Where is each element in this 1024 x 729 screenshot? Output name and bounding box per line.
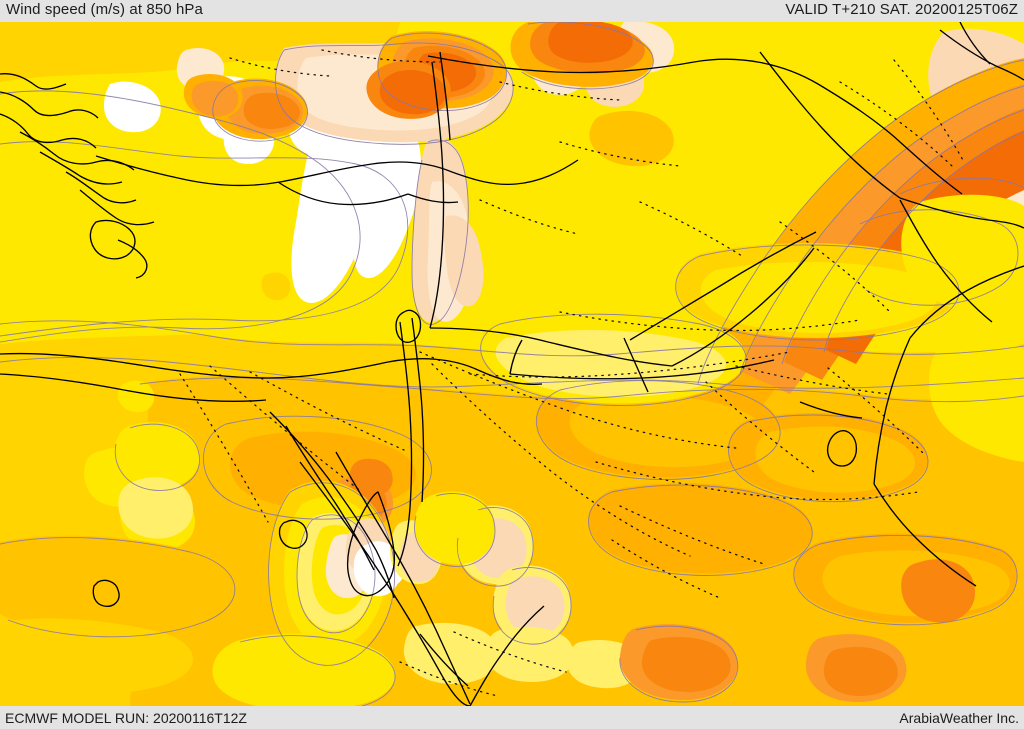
valid-time-label: VALID T+210 SAT. 20200125T06Z xyxy=(785,1,1018,18)
contour-band-group xyxy=(0,22,1024,706)
administrative-borders-dotted xyxy=(179,49,965,697)
attribution-label: ArabiaWeather Inc. xyxy=(899,710,1019,726)
wind-speed-contour-svg xyxy=(0,22,1024,706)
model-run-label: ECMWF MODEL RUN: 20200116T12Z xyxy=(5,710,247,726)
map-footer-bar: ECMWF MODEL RUN: 20200116T12Z ArabiaWeat… xyxy=(0,706,1024,729)
map-header-bar: Wind speed (m/s) at 850 hPa VALID T+210 … xyxy=(0,0,1024,22)
page-title: Wind speed (m/s) at 850 hPa xyxy=(6,1,203,18)
contour-lines xyxy=(0,22,1024,706)
map-canvas[interactable] xyxy=(0,22,1024,706)
coastline-and-borders xyxy=(0,22,1024,706)
